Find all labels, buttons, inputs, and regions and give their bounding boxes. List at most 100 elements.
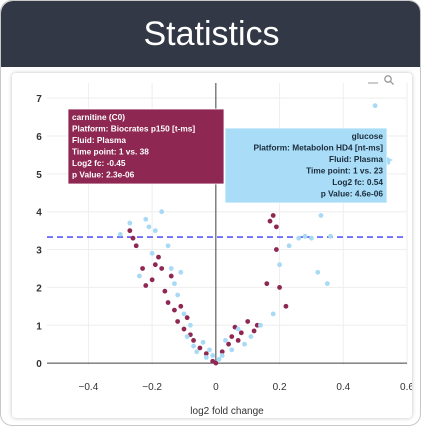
data-point-series-b[interactable] bbox=[146, 224, 152, 230]
volcano-plot-panel[interactable]: 0 1 2 3 4 5 6 7 −0.4 −0.2 0 0.2 0.4 0.6 log2 fold chan… bbox=[12, 73, 412, 418]
data-point-series-b[interactable] bbox=[207, 347, 212, 353]
data-point-series-a[interactable] bbox=[270, 213, 276, 218]
data-point-series-b[interactable] bbox=[248, 334, 254, 340]
data-point-series-b[interactable] bbox=[242, 341, 247, 347]
data-point-series-a[interactable] bbox=[140, 266, 145, 271]
data-point-series-b[interactable] bbox=[187, 322, 193, 328]
tooltip-carnitine-line: Log2 fc: -0.45 bbox=[72, 158, 126, 168]
data-point-series-b[interactable] bbox=[309, 235, 314, 241]
data-point-series-b[interactable] bbox=[178, 269, 184, 275]
x-tick-label: −0.4 bbox=[79, 382, 99, 393]
data-point-series-a[interactable] bbox=[172, 307, 177, 313]
data-point-series-a[interactable] bbox=[213, 360, 219, 366]
data-point-series-a[interactable] bbox=[130, 235, 136, 241]
data-point-series-a[interactable] bbox=[159, 266, 165, 271]
data-point-series-a[interactable] bbox=[181, 326, 187, 332]
y-tick-label: 2 bbox=[36, 283, 42, 294]
tooltip-carnitine-line: Fluid: Plasma bbox=[72, 135, 126, 145]
data-point-series-a[interactable] bbox=[226, 341, 231, 347]
data-point-series-b[interactable] bbox=[277, 262, 282, 268]
data-point-series-a[interactable] bbox=[267, 218, 273, 224]
data-point-series-b[interactable] bbox=[194, 349, 200, 355]
data-point-series-b[interactable] bbox=[168, 266, 174, 271]
data-point-series-b[interactable] bbox=[210, 353, 216, 358]
tooltip-glucose-line: Log2 fc: 0.54 bbox=[332, 177, 383, 187]
tooltip-glucose-line: Time point: 1 vs. 23 bbox=[306, 166, 383, 176]
x-axis-label: log2 fold change bbox=[190, 406, 264, 417]
data-point-series-b[interactable] bbox=[136, 273, 142, 279]
data-point-series-a[interactable] bbox=[238, 330, 244, 336]
data-point-series-b[interactable] bbox=[200, 339, 206, 345]
data-point-series-b[interactable] bbox=[286, 243, 292, 249]
tooltip-glucose-line: p Value: 4.6e-06 bbox=[321, 189, 384, 199]
data-point-series-b[interactable] bbox=[296, 235, 302, 241]
data-point-series-a[interactable] bbox=[149, 277, 155, 283]
data-point-series-a[interactable] bbox=[178, 303, 184, 309]
data-point-series-a[interactable] bbox=[203, 351, 209, 357]
tooltip-glucose-box bbox=[224, 127, 388, 204]
modebar[interactable] bbox=[368, 75, 394, 85]
data-point-series-b[interactable] bbox=[318, 213, 324, 218]
data-point-series-b[interactable] bbox=[181, 311, 187, 317]
data-point-series-a[interactable] bbox=[245, 319, 251, 324]
data-point-series-b[interactable] bbox=[229, 347, 235, 353]
data-point-series-b[interactable] bbox=[149, 250, 155, 256]
data-point-series-a[interactable] bbox=[229, 334, 235, 340]
x-tick-label: −0.2 bbox=[142, 382, 162, 393]
data-point-series-b[interactable] bbox=[159, 209, 165, 215]
data-point-series-a[interactable] bbox=[143, 283, 149, 288]
tooltip-carnitine-line: carnitine (C0) bbox=[72, 112, 125, 122]
tooltip-glucose: glucose Platform: Metabolon HD4 [nt-ms]Fl… bbox=[224, 127, 388, 204]
data-point-series-a[interactable] bbox=[165, 300, 171, 305]
data-point-series-b[interactable] bbox=[302, 233, 308, 239]
tooltip-glucose-line: glucose bbox=[352, 131, 384, 141]
data-point-series-b[interactable] bbox=[127, 220, 133, 226]
data-point-series-a[interactable] bbox=[175, 319, 181, 324]
data-point-series-a[interactable] bbox=[283, 303, 289, 309]
data-point-series-b[interactable] bbox=[258, 322, 263, 328]
data-point-series-b[interactable] bbox=[270, 311, 276, 317]
data-point-series-b[interactable] bbox=[175, 292, 181, 298]
data-point-series-a[interactable] bbox=[273, 247, 279, 252]
data-point-series-b[interactable] bbox=[235, 326, 241, 332]
data-point-series-a[interactable] bbox=[168, 273, 174, 279]
data-point-series-a[interactable] bbox=[191, 337, 196, 343]
data-point-series-b[interactable] bbox=[219, 353, 225, 358]
y-tick-label: 0 bbox=[36, 359, 42, 370]
data-point-series-b[interactable] bbox=[324, 281, 330, 287]
data-point-series-b[interactable] bbox=[117, 232, 123, 237]
data-point-series-b[interactable] bbox=[172, 281, 177, 287]
data-point-series-b[interactable] bbox=[328, 233, 333, 239]
data-point-series-b[interactable] bbox=[152, 228, 158, 234]
data-point-series-a[interactable] bbox=[273, 224, 279, 230]
data-point-series-b[interactable] bbox=[165, 243, 171, 249]
card-title: Statistics bbox=[143, 15, 280, 53]
data-point-series-b[interactable] bbox=[191, 343, 196, 349]
tooltip-carnitine-line: Platform: Biocrates p150 [t-ms] bbox=[72, 124, 195, 134]
data-point-series-b[interactable] bbox=[203, 355, 209, 360]
data-point-series-b[interactable] bbox=[315, 269, 321, 275]
data-point-series-b[interactable] bbox=[372, 103, 378, 109]
data-point-series-a[interactable] bbox=[251, 328, 257, 334]
data-point-series-a[interactable] bbox=[162, 288, 168, 294]
data-point-series-a[interactable] bbox=[219, 349, 225, 355]
x-tick-label: 0.4 bbox=[336, 382, 350, 393]
axis-layer: 0 1 2 3 4 5 6 7 −0.4 −0.2 0 0.2 0.4 0.6 log2 fold chan… bbox=[36, 83, 412, 417]
data-point-series-b[interactable] bbox=[143, 216, 149, 222]
search-icon[interactable] bbox=[384, 75, 394, 85]
data-point-series-a[interactable] bbox=[156, 254, 161, 260]
data-point-series-a[interactable] bbox=[277, 285, 282, 290]
y-tick-label: 1 bbox=[36, 321, 42, 332]
data-point-series-b[interactable] bbox=[184, 334, 190, 340]
data-point-series-a[interactable] bbox=[127, 228, 133, 234]
data-point-series-a[interactable] bbox=[184, 315, 190, 321]
data-point-series-b[interactable] bbox=[223, 337, 228, 343]
volcano-plot[interactable]: 0 1 2 3 4 5 6 7 −0.4 −0.2 0 0.2 0.4 0.6 log2 fold chan… bbox=[12, 73, 412, 418]
data-point-series-a[interactable] bbox=[152, 262, 158, 268]
data-point-series-a[interactable] bbox=[235, 337, 241, 343]
data-point-series-a[interactable] bbox=[264, 281, 270, 287]
data-point-series-a[interactable] bbox=[197, 345, 203, 351]
data-point-series-a[interactable] bbox=[133, 243, 139, 249]
data-point-series-b[interactable] bbox=[216, 356, 222, 362]
